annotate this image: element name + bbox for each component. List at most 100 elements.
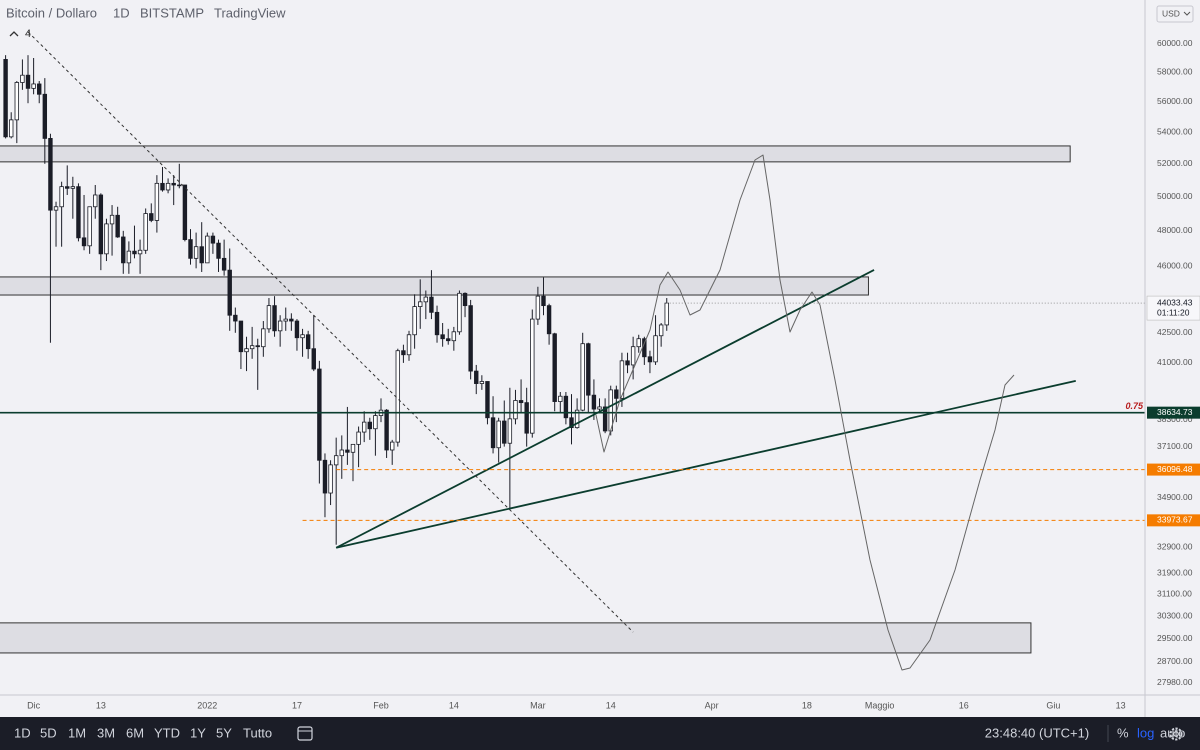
- candle-body: [53, 206, 59, 211]
- candle-body: [182, 184, 188, 241]
- candle-body: [423, 296, 429, 303]
- y-tick-label: 41000.00: [1157, 357, 1193, 367]
- x-tick-label: Maggio: [865, 700, 895, 710]
- x-tick-label: 18: [802, 700, 812, 710]
- candle-body: [266, 305, 272, 330]
- candle-body: [558, 395, 563, 402]
- candle-body: [171, 182, 176, 186]
- candle-body: [227, 269, 232, 316]
- candle-body: [137, 249, 143, 255]
- candle-body: [625, 360, 630, 366]
- trendline: [335, 269, 875, 549]
- candle-body: [614, 389, 619, 399]
- candle-body: [333, 455, 339, 466]
- y-tick-label: 31100.00: [1157, 589, 1192, 599]
- currency-box[interactable]: [1156, 5, 1194, 23]
- y-tick-label: 34900.00: [1157, 492, 1193, 502]
- candle-body: [485, 381, 490, 419]
- candle-body: [205, 235, 210, 264]
- price-label: 38634.73: [1157, 407, 1193, 417]
- candle-body: [630, 346, 636, 366]
- candle-body: [535, 295, 541, 320]
- candle-body: [48, 138, 53, 211]
- candle-body: [412, 306, 417, 336]
- candle-body: [98, 194, 104, 255]
- calendar-icon[interactable]: [297, 726, 313, 741]
- price-label: 36096.48: [1157, 464, 1193, 474]
- gear-hub[interactable]: [1173, 731, 1179, 737]
- indicator-count[interactable]: 4: [25, 28, 31, 40]
- calendar-body[interactable]: [297, 726, 313, 741]
- source: TradingView: [214, 5, 286, 20]
- candle-body: [602, 406, 608, 432]
- exchange: BITSTAMP: [140, 5, 204, 20]
- candle-body: [143, 213, 148, 251]
- candle-body: [597, 406, 602, 410]
- y-tick-label: 50000.00: [1157, 191, 1193, 201]
- y-tick-label: 56000.00: [1157, 96, 1193, 106]
- range-button[interactable]: 3M: [97, 725, 115, 740]
- settings-icon[interactable]: [1169, 727, 1183, 741]
- candle-body: [395, 350, 401, 443]
- candle-body: [104, 223, 109, 255]
- scale-option[interactable]: %: [1117, 725, 1129, 740]
- range-button[interactable]: 1Y: [190, 725, 206, 740]
- y-tick-label: 58000.00: [1157, 67, 1193, 77]
- candle-body: [619, 360, 625, 399]
- y-tick-label: 38300.00: [1157, 414, 1193, 424]
- candle-body: [132, 250, 137, 255]
- candle-body: [210, 235, 216, 244]
- price-label-box: [1147, 514, 1200, 527]
- candle-body: [591, 394, 597, 410]
- indicator-toggle-icon[interactable]: [9, 31, 19, 37]
- candle-body: [647, 356, 653, 363]
- range-button[interactable]: Tutto: [243, 725, 272, 740]
- candle-body: [390, 441, 395, 451]
- candle-body: [70, 186, 76, 189]
- candle-body: [115, 214, 120, 238]
- candle-body: [457, 292, 462, 333]
- candle-body: [14, 82, 20, 121]
- candle-body: [233, 314, 238, 322]
- candle-body: [361, 421, 367, 433]
- scale-option[interactable]: log: [1137, 725, 1154, 740]
- candle-body: [249, 345, 255, 350]
- candle-body: [356, 431, 361, 445]
- candle-body: [636, 338, 641, 348]
- candle-body: [474, 370, 479, 384]
- candle-body: [373, 415, 378, 430]
- projection-sketch: [595, 154, 1015, 671]
- candle-body: [283, 318, 288, 322]
- candle-body: [20, 74, 25, 83]
- last-price-box: [1146, 295, 1200, 321]
- candle-body: [462, 292, 468, 307]
- range-button[interactable]: 6M: [126, 725, 144, 740]
- bottom-toolbar: [0, 717, 1200, 750]
- candle-body: [289, 318, 294, 322]
- candle-body: [160, 182, 165, 191]
- candle-body: [305, 334, 311, 350]
- range-button[interactable]: YTD: [154, 725, 180, 740]
- price-label-box: [1147, 463, 1200, 476]
- y-tick-label: 42500.00: [1157, 327, 1193, 337]
- clock[interactable]: 23:48:40 (UTC+1): [985, 725, 1089, 740]
- range-button[interactable]: 1D: [14, 725, 31, 740]
- scale-option[interactable]: auto: [1160, 725, 1185, 740]
- currency[interactable]: USD: [1162, 8, 1180, 18]
- candle-body: [31, 83, 36, 89]
- x-tick-label: 17: [292, 700, 302, 710]
- candle-body: [552, 333, 557, 402]
- candle-body: [193, 246, 199, 259]
- candle-body: [277, 320, 283, 332]
- y-tick-label: 52000.00: [1157, 158, 1193, 168]
- range-button[interactable]: 1M: [68, 725, 86, 740]
- y-tick-label: 54000.00: [1157, 126, 1193, 136]
- candle-body: [65, 186, 70, 189]
- range-button[interactable]: 5Y: [216, 725, 232, 740]
- currency-caret[interactable]: [1183, 11, 1191, 16]
- gear-teeth[interactable]: [1169, 727, 1183, 741]
- candle-body: [574, 409, 580, 429]
- range-button[interactable]: 5D: [40, 725, 57, 740]
- candle-body: [188, 239, 193, 259]
